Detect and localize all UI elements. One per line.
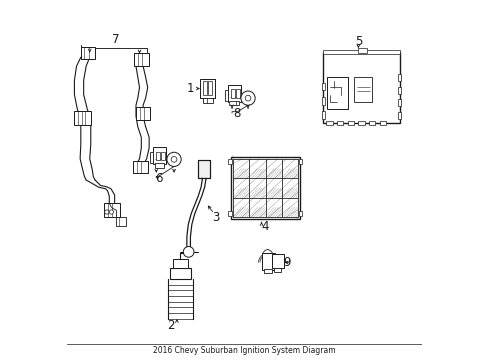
- Bar: [261, 253, 275, 270]
- Bar: [233, 159, 298, 217]
- Bar: [265, 198, 282, 217]
- Text: 1: 1: [186, 82, 194, 95]
- Bar: [134, 53, 149, 66]
- Text: 4: 4: [261, 220, 268, 234]
- Bar: [397, 99, 400, 106]
- Bar: [228, 159, 232, 164]
- Bar: [152, 147, 166, 164]
- Bar: [336, 121, 343, 125]
- Circle shape: [166, 152, 181, 166]
- Bar: [233, 198, 249, 217]
- Bar: [170, 267, 191, 279]
- Bar: [81, 46, 95, 59]
- Bar: [249, 159, 265, 178]
- Bar: [397, 112, 400, 119]
- Circle shape: [109, 210, 113, 214]
- Bar: [208, 81, 212, 95]
- Bar: [161, 152, 164, 161]
- Circle shape: [171, 157, 177, 162]
- Bar: [323, 52, 399, 123]
- Bar: [326, 77, 347, 109]
- Bar: [249, 198, 265, 217]
- Text: 8: 8: [233, 107, 241, 120]
- Bar: [224, 90, 228, 101]
- Bar: [282, 198, 298, 217]
- Bar: [156, 152, 160, 161]
- Circle shape: [241, 91, 255, 105]
- Bar: [265, 178, 282, 198]
- Bar: [321, 97, 324, 104]
- Bar: [133, 161, 147, 173]
- Bar: [249, 178, 265, 198]
- Bar: [298, 211, 302, 216]
- Bar: [233, 159, 249, 178]
- Bar: [236, 89, 239, 98]
- Bar: [397, 74, 400, 81]
- Text: 9: 9: [283, 256, 290, 269]
- Bar: [368, 121, 375, 125]
- Bar: [149, 152, 153, 163]
- Bar: [104, 203, 120, 217]
- Bar: [202, 81, 206, 95]
- Text: 2016 Chevy Suburban Ignition System Diagram: 2016 Chevy Suburban Ignition System Diag…: [153, 346, 335, 355]
- Bar: [321, 82, 324, 90]
- Bar: [358, 121, 364, 125]
- Bar: [173, 258, 188, 267]
- Bar: [272, 254, 283, 268]
- Bar: [155, 163, 163, 167]
- Bar: [298, 159, 302, 164]
- Bar: [233, 178, 249, 198]
- Bar: [227, 85, 241, 102]
- Bar: [347, 121, 353, 125]
- Bar: [228, 101, 236, 104]
- Bar: [379, 121, 386, 125]
- Bar: [321, 111, 324, 119]
- Bar: [358, 48, 366, 53]
- Circle shape: [244, 95, 250, 101]
- Text: 3: 3: [212, 211, 219, 224]
- Bar: [274, 267, 280, 272]
- Bar: [229, 101, 238, 105]
- Bar: [397, 87, 400, 94]
- Bar: [265, 159, 282, 178]
- Bar: [198, 160, 209, 178]
- Bar: [282, 159, 298, 178]
- Bar: [200, 78, 215, 98]
- Bar: [263, 269, 271, 273]
- Bar: [228, 211, 232, 216]
- Bar: [203, 98, 212, 103]
- Bar: [116, 217, 126, 226]
- Text: 5: 5: [354, 35, 361, 48]
- Circle shape: [183, 247, 194, 257]
- Bar: [230, 157, 300, 219]
- Bar: [74, 111, 91, 125]
- Bar: [136, 107, 150, 120]
- Text: 6: 6: [154, 172, 162, 185]
- Bar: [323, 50, 399, 54]
- Text: 7: 7: [111, 33, 119, 46]
- Bar: [230, 89, 234, 98]
- Bar: [353, 77, 371, 102]
- Text: 2: 2: [167, 319, 174, 332]
- Bar: [282, 178, 298, 198]
- Bar: [325, 121, 332, 125]
- Circle shape: [104, 210, 109, 214]
